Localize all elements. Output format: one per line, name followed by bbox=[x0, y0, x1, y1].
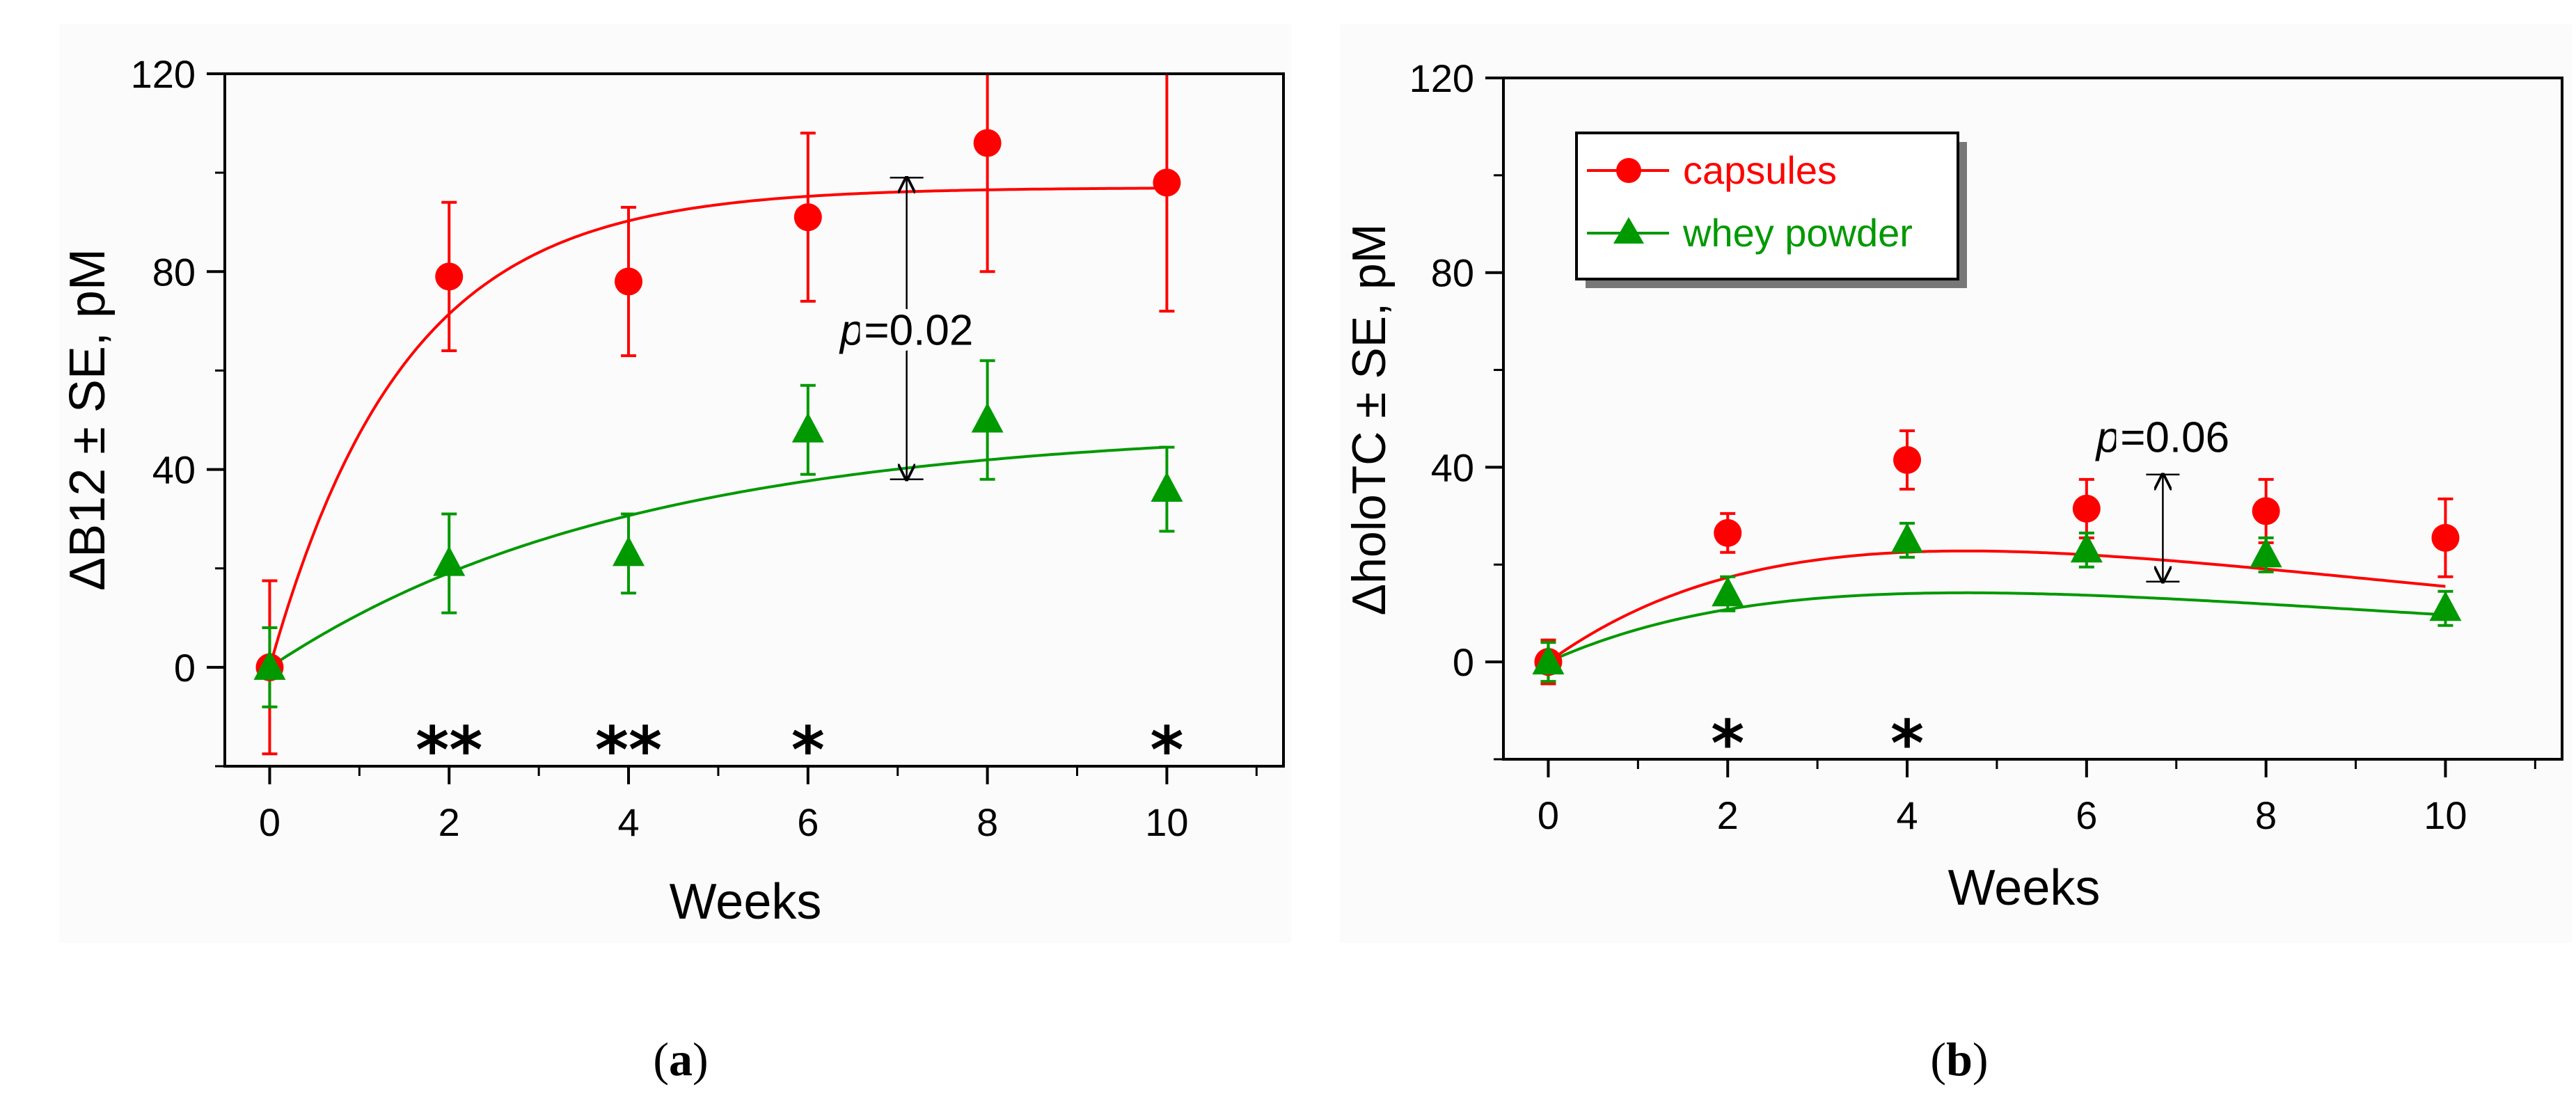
x-tick-label: 8 bbox=[977, 800, 998, 844]
x-axis-label-b: Weeks bbox=[1948, 860, 2101, 916]
data-point-capsules bbox=[973, 129, 1002, 157]
y-tick-label: 80 bbox=[152, 250, 196, 294]
p-value: =0.02 bbox=[864, 307, 973, 355]
data-point-capsules bbox=[2072, 494, 2101, 523]
panel-letter-a: a bbox=[669, 1033, 693, 1086]
x-tick-label: 2 bbox=[438, 800, 460, 844]
legend-item-capsules: capsules bbox=[1587, 148, 1837, 192]
x-axis-label-a: Weeks bbox=[670, 874, 822, 930]
p-symbol: p bbox=[2095, 413, 2120, 461]
legend-box bbox=[1575, 132, 1959, 280]
svg-text:(b): (b) bbox=[1930, 1033, 1988, 1086]
x-tick-label: 10 bbox=[2424, 793, 2467, 837]
plot-area-a bbox=[59, 24, 1291, 943]
x-tick-label: 4 bbox=[617, 800, 639, 844]
data-point-capsules bbox=[1153, 168, 1181, 197]
y-axis-label-b: ΔholoTC ± SE, pM bbox=[1343, 224, 1396, 616]
legend-item-whey-powder: whey powder bbox=[1587, 211, 1913, 255]
y-tick-label: 0 bbox=[1453, 640, 1474, 684]
data-point-whey-powder bbox=[2429, 591, 2462, 621]
data-point-capsules bbox=[2431, 523, 2460, 552]
data-point-capsules bbox=[2252, 497, 2280, 525]
y-tick-label: 80 bbox=[1431, 251, 1474, 295]
x-tick-label: 4 bbox=[1896, 793, 1918, 837]
legend-marker-whey bbox=[1613, 217, 1644, 244]
data-point-whey-powder bbox=[1151, 472, 1183, 502]
y-tick-label: 120 bbox=[131, 52, 196, 96]
x-tick-label: 2 bbox=[1717, 793, 1739, 837]
data-point-whey-powder bbox=[2250, 537, 2282, 568]
data-point-capsules bbox=[1893, 445, 1922, 474]
plot-frame-b bbox=[1502, 77, 2563, 761]
y-tick-label: 120 bbox=[1409, 56, 1474, 100]
data-point-whey-powder bbox=[253, 649, 286, 680]
x-tick-label: 6 bbox=[797, 800, 819, 844]
data-point-whey-powder bbox=[613, 536, 645, 566]
data-point-whey-powder bbox=[1712, 576, 1744, 607]
y-axis-label-a: ΔB12 ± SE, pM bbox=[60, 248, 116, 591]
panel-letter-b: b bbox=[1946, 1033, 1973, 1086]
data-point-whey-powder bbox=[1891, 523, 1924, 553]
p-value-label: p=0.06 bbox=[2095, 413, 2229, 461]
x-tick-label: 0 bbox=[259, 800, 280, 844]
panel-caption-a: (a) bbox=[653, 1033, 708, 1086]
data-point-whey-powder bbox=[2070, 532, 2103, 563]
data-point-whey-powder bbox=[971, 402, 1004, 433]
y-tick-label: 40 bbox=[1431, 445, 1474, 489]
fit-curve-capsules bbox=[268, 187, 1167, 668]
panel-caption-b: (b) bbox=[1930, 1033, 1988, 1086]
data-point-capsules bbox=[435, 262, 464, 291]
data-point-whey-powder bbox=[1532, 644, 1565, 675]
p-symbol: p bbox=[839, 307, 864, 355]
error-bar bbox=[979, 74, 995, 273]
data-point-capsules bbox=[615, 267, 643, 296]
data-point-whey-powder bbox=[433, 546, 466, 576]
fit-curve-capsules bbox=[1547, 549, 2446, 663]
y-tick-label: 0 bbox=[174, 646, 196, 690]
legend-marker-capsules bbox=[1616, 158, 1641, 183]
p-value: =0.06 bbox=[2120, 413, 2229, 461]
legend: capsules whey powder bbox=[1575, 132, 1967, 288]
data-point-whey-powder bbox=[791, 412, 824, 443]
y-tick-label: 40 bbox=[152, 448, 196, 492]
data-point-capsules bbox=[1714, 518, 1742, 547]
data-point-capsules bbox=[793, 203, 822, 232]
plot-frame-a bbox=[223, 72, 1285, 768]
x-tick-label: 8 bbox=[2255, 793, 2277, 837]
fit-curve-whey-powder bbox=[269, 445, 1167, 669]
x-tick-label: 0 bbox=[1538, 793, 1559, 837]
svg-text:(a): (a) bbox=[653, 1033, 708, 1086]
x-tick-label: 10 bbox=[1145, 800, 1188, 844]
legend-label-capsules: capsules bbox=[1683, 148, 1837, 192]
p-value-label: p=0.02 bbox=[839, 307, 973, 355]
legend-label-whey-powder: whey powder bbox=[1682, 211, 1913, 255]
fit-curve-whey-powder bbox=[1547, 591, 2446, 663]
x-tick-label: 6 bbox=[2076, 793, 2097, 837]
